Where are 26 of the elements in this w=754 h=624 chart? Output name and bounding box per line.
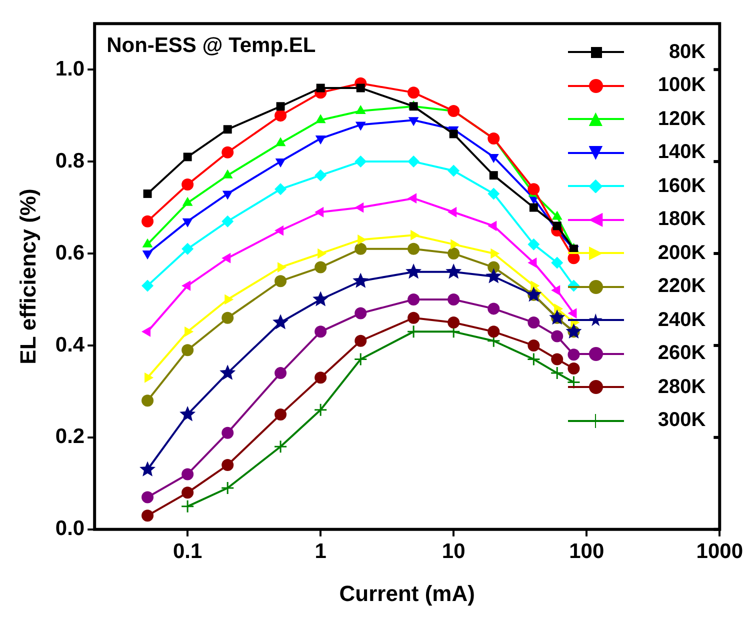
legend-label: 200K [656, 242, 706, 265]
y-tick-label: 0.6 [55, 241, 85, 264]
legend-label: 240K [656, 308, 706, 332]
x-tick-label: 10 [442, 540, 466, 563]
x-tick-label: 1000 [696, 540, 743, 563]
x-tick-label: 100 [569, 540, 604, 563]
legend-label: 260K [656, 342, 706, 366]
legend-label: 280K [656, 376, 706, 399]
legend-label: 160K [656, 174, 706, 198]
legend-label: 180K [656, 208, 706, 232]
legend-label: 140K [656, 141, 706, 164]
text: Non-ESS @ Temp.EL [106, 34, 316, 57]
y-axis-title: EL efficiency (%) [15, 188, 40, 364]
y-tick-label: 0.0 [55, 517, 85, 540]
legend-label: 120K [656, 108, 706, 131]
legend-label: 220K [656, 275, 706, 298]
legend-label: 80K [668, 40, 706, 64]
x-axis-title: Current (mA) [339, 580, 475, 606]
y-tick-label: 1.0 [55, 57, 85, 80]
legend-label: 100K [656, 74, 706, 98]
y-tick-label: 0.2 [55, 425, 85, 448]
y-tick-label: 0.8 [55, 149, 85, 172]
y-tick-label: 0.4 [55, 333, 85, 356]
legend-label: 300K [656, 409, 706, 432]
x-tick-label: 1 [314, 540, 327, 563]
x-tick-label: 0.1 [172, 540, 202, 563]
